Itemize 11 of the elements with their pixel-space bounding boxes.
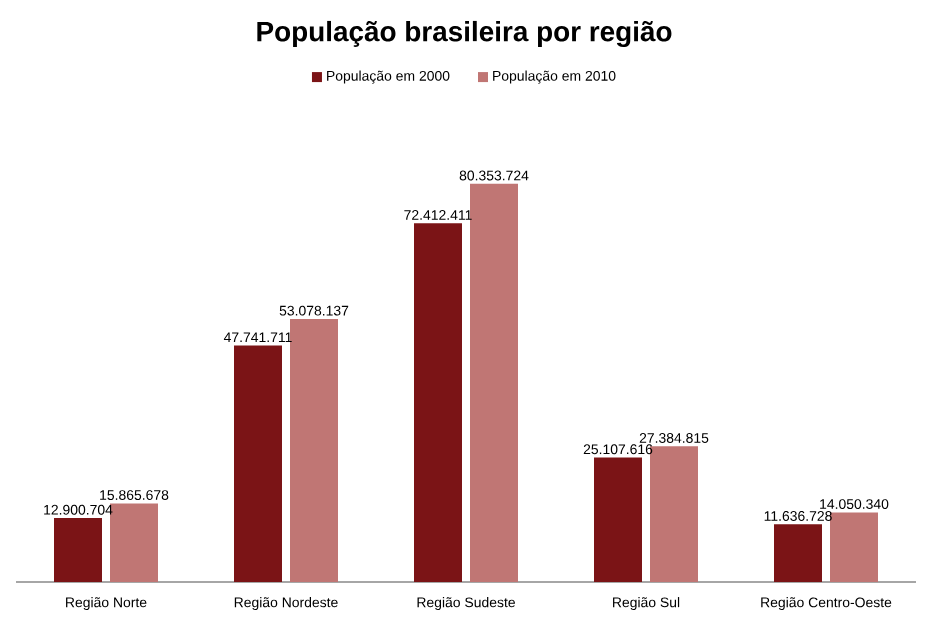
bar	[414, 223, 462, 582]
bar	[594, 457, 642, 582]
bar	[110, 503, 158, 582]
bar	[290, 319, 338, 582]
bar	[470, 183, 518, 582]
bar	[830, 512, 878, 582]
bar	[774, 524, 822, 582]
chart-title: População brasileira por região	[257, 20, 672, 48]
bar	[234, 345, 282, 582]
bar	[650, 446, 698, 582]
bar	[54, 518, 102, 582]
